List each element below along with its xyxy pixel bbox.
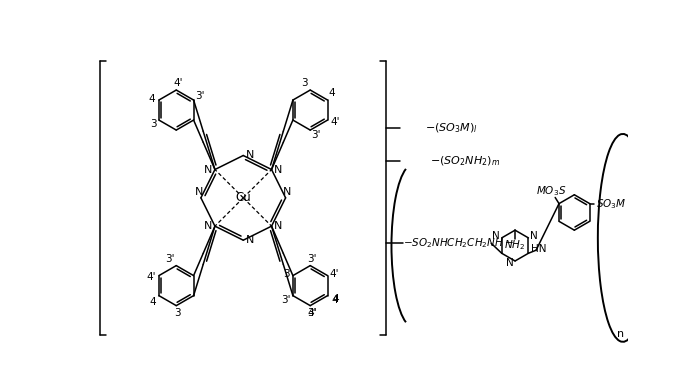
Text: N: N [204,221,212,231]
Text: 3': 3' [307,308,316,317]
Text: N: N [274,165,283,174]
Text: N: N [195,187,204,197]
Text: Cu: Cu [235,191,251,204]
Text: 3: 3 [283,269,289,279]
Text: N: N [246,151,254,160]
Text: HN: HN [531,244,547,254]
Text: 3: 3 [174,308,181,317]
Text: 3': 3' [195,91,204,101]
Text: 4: 4 [331,295,338,305]
Text: $MO_3S$: $MO_3S$ [536,185,566,198]
Text: N: N [246,235,254,245]
Text: $SO_3M$: $SO_3M$ [596,197,626,210]
Text: 3': 3' [281,295,290,305]
Text: N: N [283,187,291,197]
Text: $-(SO_3M)_l$: $-(SO_3M)_l$ [425,121,478,135]
Text: N: N [530,231,538,241]
Text: 4: 4 [328,88,335,98]
Text: 4: 4 [332,294,339,304]
Text: N: N [274,221,283,231]
Text: 3: 3 [150,119,157,129]
Text: N: N [506,258,514,267]
Text: $-SO_2NHCH_2CH_2NH-$: $-SO_2NHCH_2CH_2NH-$ [403,237,514,250]
Text: 4: 4 [148,93,155,104]
Text: 3': 3' [307,254,316,264]
Text: $-(SO_2NH_2)_m$: $-(SO_2NH_2)_m$ [430,154,500,168]
Text: 3: 3 [301,78,307,88]
Text: N: N [204,165,212,174]
Text: 4': 4' [330,269,340,279]
Text: N: N [493,231,500,241]
Text: 3': 3' [165,255,175,264]
Text: 4': 4' [146,272,156,282]
Text: n: n [617,329,624,339]
Text: 4': 4' [307,308,316,317]
Text: $NH_2$: $NH_2$ [505,239,526,253]
Text: 4: 4 [149,297,156,307]
Text: 4': 4' [173,78,183,88]
Text: 3': 3' [312,131,321,140]
Text: 4': 4' [330,117,340,127]
